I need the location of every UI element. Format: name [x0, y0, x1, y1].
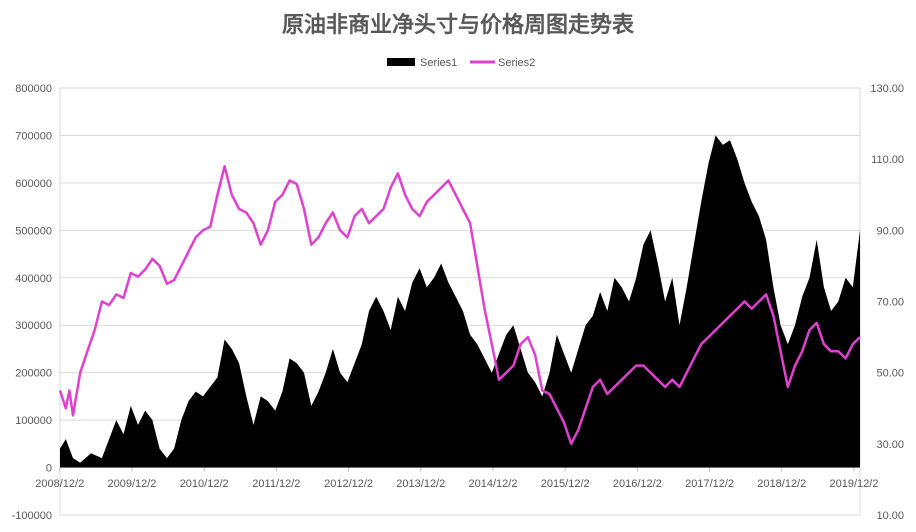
right-tick-label: 70.00 — [876, 297, 904, 309]
x-tick-label: 2018/12/2 — [757, 478, 806, 490]
left-tick-label: 700000 — [15, 130, 52, 142]
left-tick-label: 800000 — [15, 83, 52, 95]
x-tick-label: 2010/12/2 — [180, 478, 229, 490]
x-tick-label: 2014/12/2 — [469, 478, 518, 490]
left-tick-label: 100000 — [15, 415, 52, 427]
series2-line — [58, 165, 861, 446]
left-tick-label: 600000 — [15, 178, 52, 190]
x-tick-label: 2013/12/2 — [396, 478, 445, 490]
x-tick-label: 2015/12/2 — [541, 478, 590, 490]
right-tick-label: 50.00 — [876, 368, 904, 380]
legend-label-series2: Series2 — [498, 57, 535, 69]
x-tick-label: 2019/12/2 — [830, 478, 879, 490]
legend-swatch-series1 — [387, 58, 415, 66]
chart-title: 原油非商业净头寸与价格周图走势表 — [282, 12, 635, 38]
x-axis-tick-labels: 2008/12/2 2009/12/2 2010/12/2 2011/12/2 2012… — [35, 467, 879, 490]
right-tick-label: 30.00 — [876, 439, 904, 451]
left-tick-label: 500000 — [15, 225, 52, 237]
x-tick-label: 2011/12/2 — [252, 478, 300, 490]
series1-area — [60, 135, 860, 468]
x-tick-label: 2016/12/2 — [613, 478, 662, 490]
legend-label-series1: Series1 — [420, 57, 457, 69]
left-tick-label: 400000 — [15, 273, 52, 285]
x-tick-label: 2012/12/2 — [324, 478, 373, 490]
left-tick-label: 0 — [46, 463, 52, 475]
left-tick-label: 300000 — [15, 320, 52, 332]
right-tick-label: 10.00 — [876, 510, 904, 522]
left-axis-tick-labels: 800000 700000 600000 500000 400000 300000 2000… — [12, 83, 52, 522]
series2-line-layer — [58, 165, 861, 446]
x-tick-label: 2009/12/2 — [107, 478, 156, 490]
right-axis-tick-labels: 130.00 110.00 90.00 70.00 50.00 30.00 10.00 — [870, 83, 904, 522]
right-tick-label: 110.00 — [871, 154, 904, 166]
x-tick-label: 2017/12/2 — [685, 478, 734, 490]
left-tick-label: 200000 — [15, 368, 52, 380]
x-tick-label: 2008/12/2 — [35, 478, 84, 490]
left-tick-label: -100000 — [12, 510, 52, 522]
right-tick-label: 130.00 — [870, 83, 904, 95]
legend: Series1 Series2 — [387, 57, 535, 69]
right-tick-label: 90.00 — [876, 225, 904, 237]
series1-area-layer — [60, 135, 860, 468]
